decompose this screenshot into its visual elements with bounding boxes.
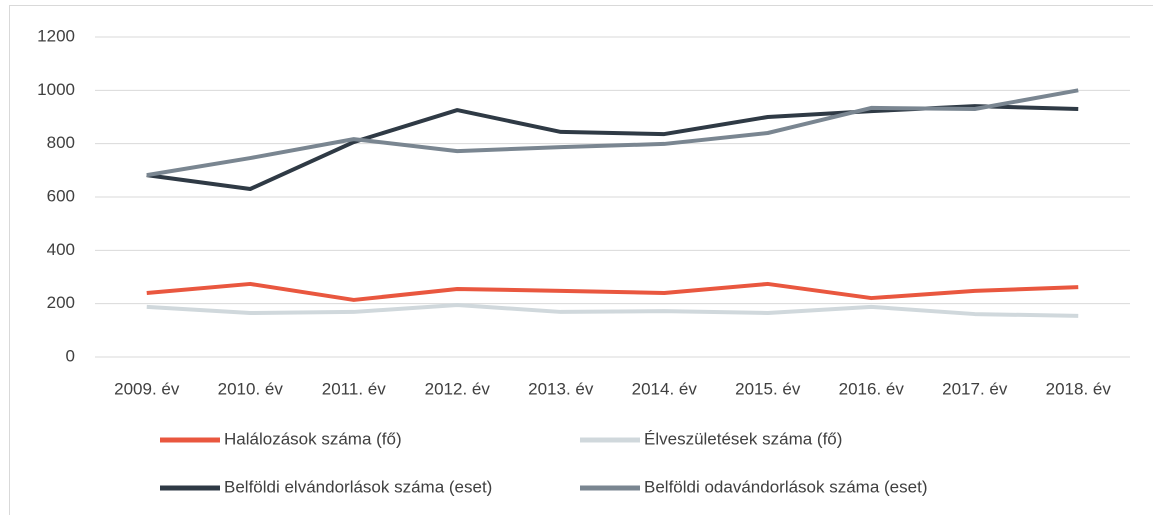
- x-tick-label: 2018. év: [1046, 379, 1112, 398]
- y-tick-label: 1000: [37, 80, 75, 99]
- series-line: [146, 303, 1079, 318]
- y-tick-label: 200: [47, 293, 75, 312]
- x-tick-label: 2012. év: [425, 379, 491, 398]
- x-tick-label: 2015. év: [735, 379, 801, 398]
- x-tick-label: 2017. év: [942, 379, 1008, 398]
- x-tick-label: 2009. év: [114, 379, 180, 398]
- x-tick-label: 2016. év: [839, 379, 905, 398]
- series-line: [146, 281, 1079, 302]
- x-tick-label: 2013. év: [528, 379, 594, 398]
- legend-label: Élveszületések száma (fő): [644, 429, 842, 448]
- y-tick-label: 600: [47, 186, 75, 205]
- x-tick-label: 2011. év: [322, 379, 386, 398]
- legend-label: Belföldi odavándorlások száma (eset): [644, 477, 927, 496]
- y-tick-label: 0: [66, 346, 75, 365]
- y-tick-label: 1200: [37, 26, 75, 45]
- legend-label: Halálozások száma (fő): [224, 429, 402, 448]
- x-tick-label: 2010. év: [218, 379, 284, 398]
- x-tick-label: 2014. év: [632, 379, 698, 398]
- y-tick-label: 400: [47, 240, 75, 259]
- legend-label: Belföldi elvándorlások száma (eset): [224, 477, 492, 496]
- series-line: [146, 88, 1079, 178]
- chart-border: [9, 5, 1153, 515]
- y-tick-label: 800: [47, 133, 75, 152]
